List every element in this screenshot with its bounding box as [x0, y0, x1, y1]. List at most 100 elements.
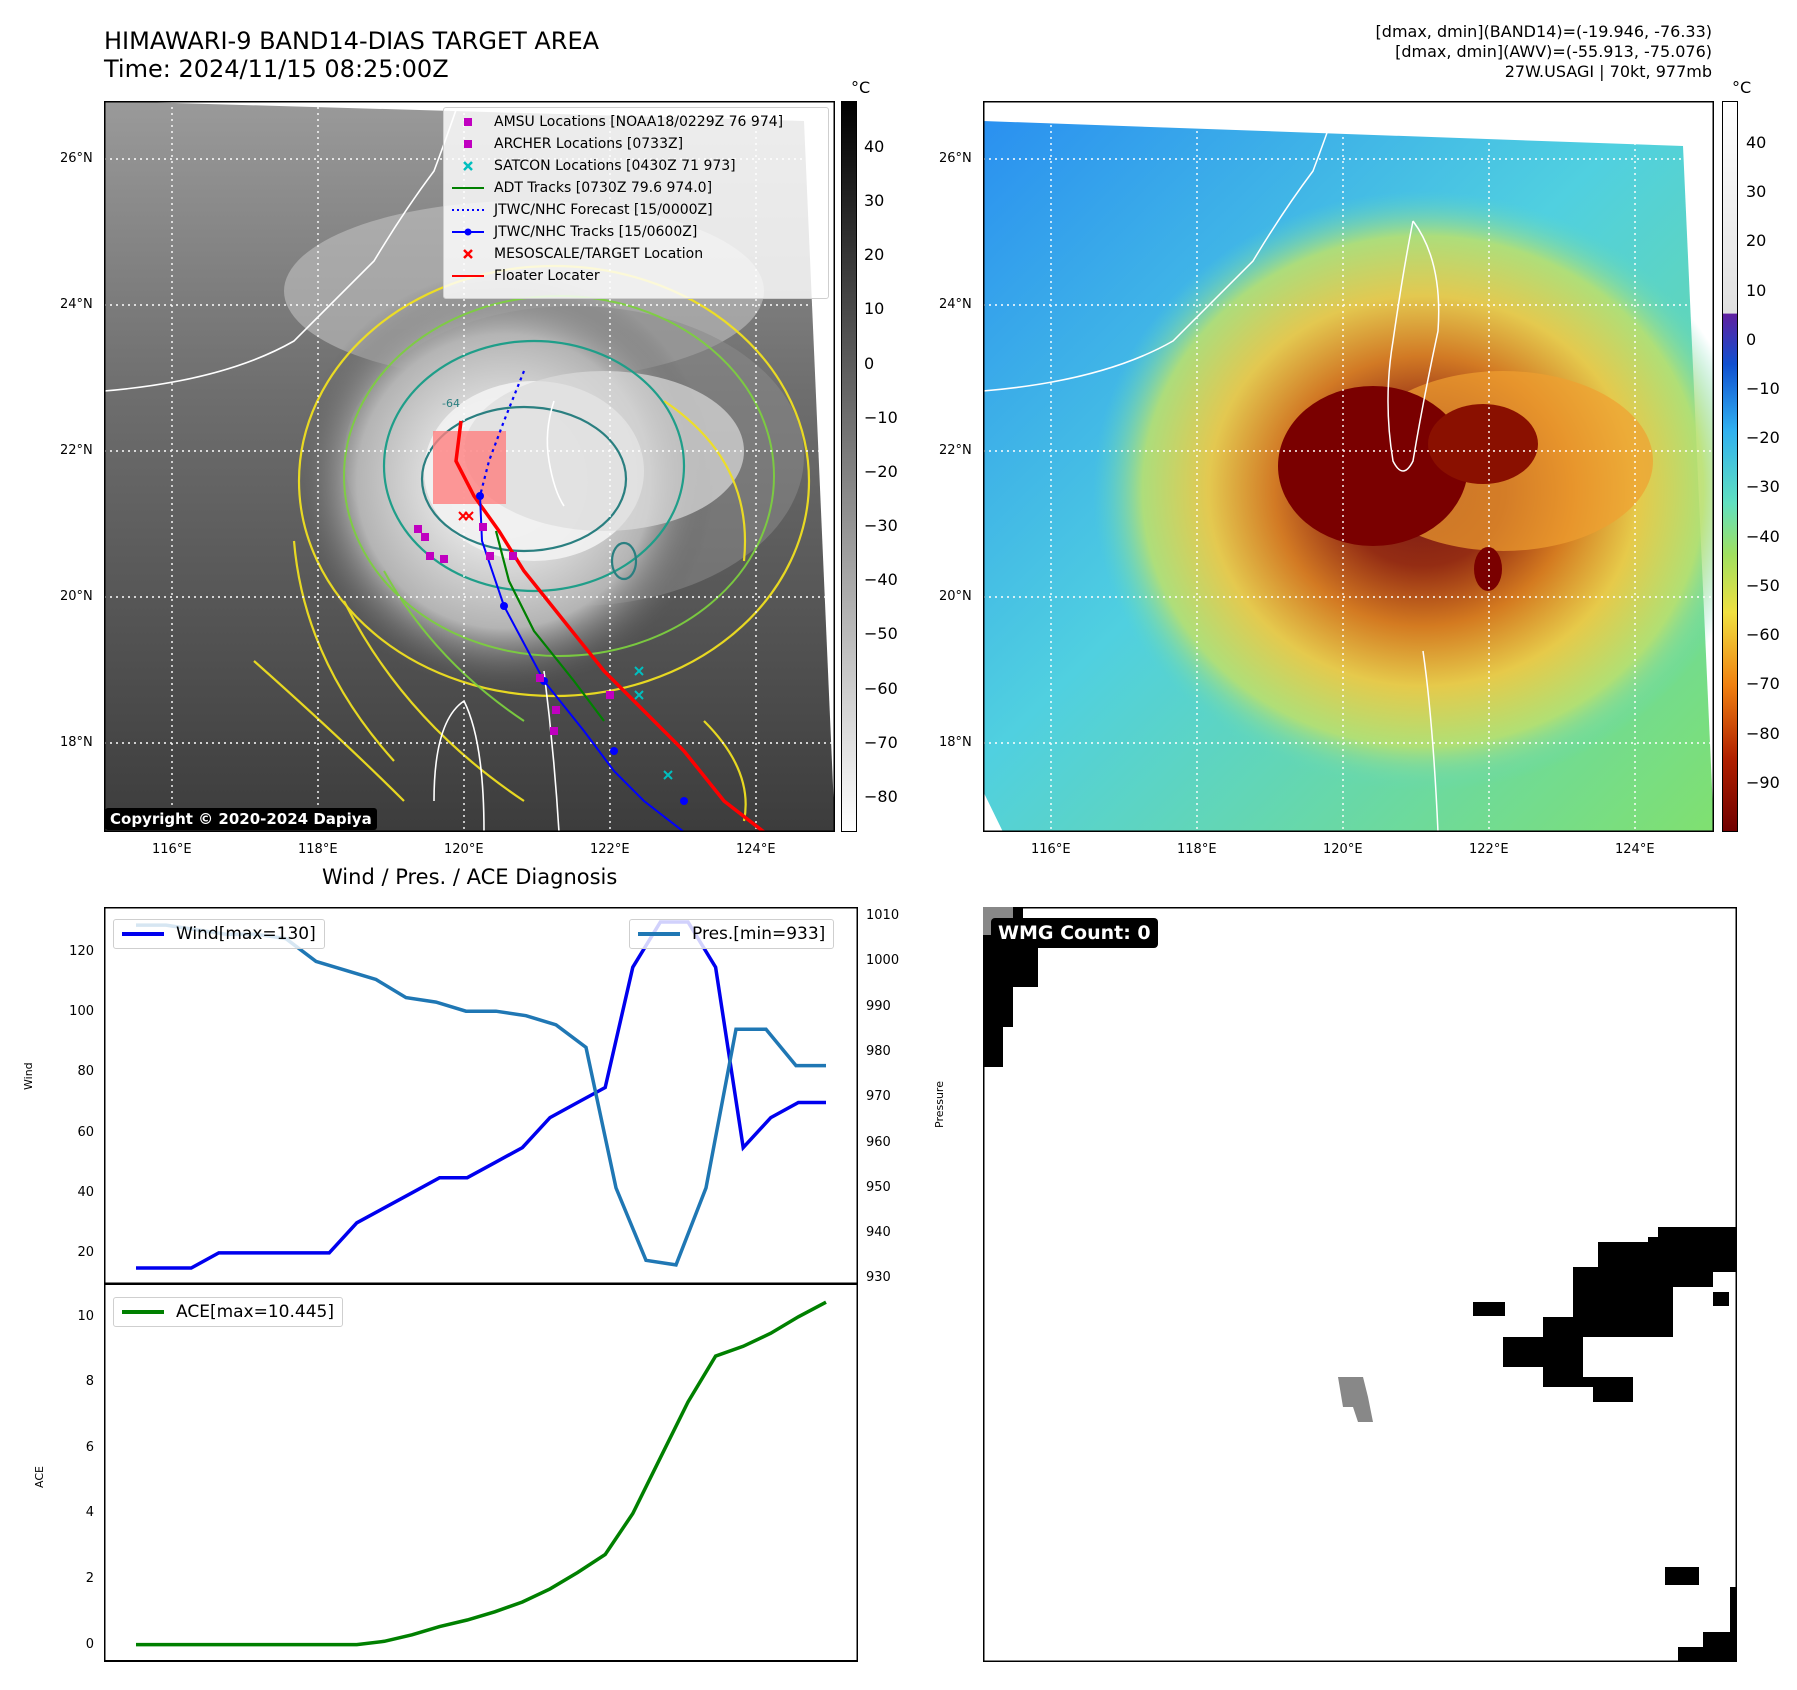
- lat-tick-label: 24°N: [939, 297, 972, 312]
- ace-legend-label: ACE[max=10.445]: [176, 1302, 334, 1322]
- info-line3: 27W.USAGI | 70kt, 977mb: [1504, 62, 1712, 81]
- colorbar-tick-label: −10: [864, 407, 898, 427]
- colorbar-tick-label: 0: [1746, 329, 1757, 349]
- wind-axis-label: Wind: [22, 1062, 35, 1090]
- wind-tick-label: 60: [77, 1124, 94, 1140]
- lat-tick-label: 26°N: [939, 151, 972, 166]
- info-line2: [dmax, dmin](AWV)=(-55.913, -75.076): [1395, 42, 1712, 61]
- lon-tick-label: 118°E: [1177, 842, 1217, 857]
- lon-tick-label: 122°E: [1469, 842, 1509, 857]
- colorbar-tick-label: 40: [864, 137, 885, 157]
- colorbar-tick-label: −80: [1746, 723, 1780, 743]
- amsu-archer-points: [414, 523, 614, 735]
- ace-tick-label: 8: [85, 1374, 94, 1390]
- lat-tick-label: 22°N: [939, 443, 972, 458]
- pressure-tick-label: 960: [866, 1134, 891, 1150]
- ace-axes: [104, 1283, 858, 1662]
- ace-tick-label: 6: [85, 1439, 94, 1455]
- best-track: [479, 495, 685, 832]
- legend-item: SATCON Locations [0430Z 71 973]: [444, 155, 828, 177]
- ace-legend: ACE[max=10.445]: [113, 1297, 343, 1327]
- ace-legend-swatch: [122, 1310, 164, 1314]
- adt-track: [494, 530, 605, 722]
- pressure-tick-label: 1000: [866, 953, 900, 969]
- colorbar-tick-label: 20: [864, 245, 885, 265]
- pressure-tick-label: 1010: [866, 908, 900, 924]
- legend-item: MESOSCALE/TARGET Location: [444, 243, 828, 265]
- colorbar-tick-label: 0: [864, 353, 875, 373]
- info-line1: [dmax, dmin](BAND14)=(-19.946, -76.33): [1375, 22, 1712, 41]
- figure-title-line1: HIMAWARI-9 BAND14-DIAS TARGET AREA: [104, 27, 600, 55]
- legend-symbol: [452, 275, 484, 277]
- lat-tick-label: 26°N: [60, 151, 93, 166]
- legend-label: JTWC/NHC Forecast [15/0000Z]: [494, 202, 713, 218]
- lat-tick-label: 18°N: [939, 735, 972, 750]
- colorbar-tick-label: −50: [864, 624, 898, 644]
- colorbar-tick-label: −40: [864, 570, 898, 590]
- wind-legend-label: Wind[max=130]: [176, 924, 316, 944]
- lon-tick-label: 116°E: [152, 842, 192, 857]
- ace-series-line: [136, 1300, 827, 1647]
- ace-tick-label: 2: [85, 1571, 94, 1587]
- target-area-box: [433, 431, 506, 504]
- colorbar-tick-label: −50: [1746, 575, 1780, 595]
- ace-tick-label: 10: [77, 1308, 94, 1324]
- legend-symbol: [463, 161, 473, 171]
- satcon-points: [634, 666, 673, 780]
- wind-series-line: [136, 920, 826, 1270]
- legend-item: ARCHER Locations [0733Z]: [444, 133, 828, 155]
- enhanced-colorbar: [1722, 101, 1738, 832]
- wind-legend: Wind[max=130]: [113, 919, 325, 949]
- wind-tick-label: 80: [77, 1064, 94, 1080]
- lon-tick-label: 120°E: [1323, 842, 1363, 857]
- colorbar-tick-label: 20: [1746, 231, 1767, 251]
- colorbar-tick-label: −20: [864, 461, 898, 481]
- legend-item: Floater Locater: [444, 265, 828, 287]
- legend-label: ARCHER Locations [0733Z]: [494, 136, 684, 152]
- wind-tick-label: 40: [77, 1184, 94, 1200]
- ace-axis-label: ACE: [33, 1466, 46, 1488]
- colorbar-tick-label: 40: [1746, 132, 1767, 152]
- legend-item: JTWC/NHC Forecast [15/0000Z]: [444, 199, 828, 221]
- pressure-axis-label: Pressure: [933, 1081, 946, 1128]
- wmg-count-label: WMG Count: 0: [991, 918, 1158, 948]
- colorbar-tick-label: −10: [1746, 378, 1780, 398]
- pressure-legend: Pres.[min=933]: [629, 919, 835, 949]
- legend-label: ADT Tracks [0730Z 79.6 974.0]: [494, 180, 713, 196]
- wind-tick-label: 20: [77, 1244, 94, 1260]
- colorbar-tick-label: 10: [1746, 280, 1767, 300]
- best-track-points: [476, 492, 688, 805]
- pressure-legend-label: Pres.[min=933]: [692, 924, 826, 944]
- lon-tick-label: 122°E: [590, 842, 630, 857]
- lon-tick-label: 124°E: [1615, 842, 1655, 857]
- wmg-panel: [983, 907, 1737, 1662]
- colorbar-tick-label: −60: [1746, 625, 1780, 645]
- ir-colorbar-unit: °C: [851, 78, 871, 97]
- ace-tick-label: 0: [85, 1636, 94, 1652]
- legend-symbol: [463, 249, 473, 259]
- legend-symbol: [452, 228, 484, 236]
- pressure-tick-label: 990: [866, 998, 891, 1014]
- lat-tick-label: 18°N: [60, 735, 93, 750]
- lat-tick-label: 24°N: [60, 297, 93, 312]
- lon-tick-label: 124°E: [736, 842, 776, 857]
- colorbar-tick-label: 10: [864, 299, 885, 319]
- pressure-tick-label: 980: [866, 1043, 891, 1059]
- legend-label: JTWC/NHC Tracks [15/0600Z]: [494, 224, 698, 240]
- target-location-marks: [458, 511, 474, 521]
- lat-tick-label: 20°N: [939, 589, 972, 604]
- pressure-tick-label: 940: [866, 1225, 891, 1241]
- wind-tick-label: 120: [69, 944, 94, 960]
- colorbar-tick-label: −40: [1746, 526, 1780, 546]
- legend-symbol: [464, 140, 472, 148]
- legend-item: AMSU Locations [NOAA18/0229Z 76 974]: [444, 111, 828, 133]
- wpa-chart: [104, 907, 858, 1662]
- colorbar-tick-label: 30: [864, 191, 885, 211]
- wind-tick-label: 100: [69, 1004, 94, 1020]
- pressure-tick-label: 930: [866, 1270, 891, 1286]
- ir-colorbar: [841, 101, 857, 832]
- colorbar-tick-label: −30: [864, 516, 898, 536]
- colorbar-tick-label: −60: [864, 678, 898, 698]
- legend-label: AMSU Locations [NOAA18/0229Z 76 974]: [494, 114, 784, 130]
- colorbar-tick-label: −90: [1746, 772, 1780, 792]
